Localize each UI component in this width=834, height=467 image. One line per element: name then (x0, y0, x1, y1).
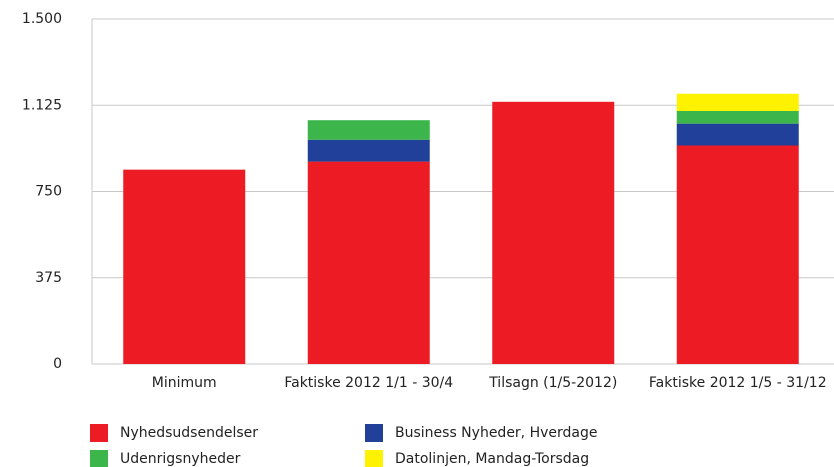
y-tick-label: 750 (35, 184, 62, 200)
y-tick-label: 1.125 (22, 97, 62, 113)
x-tick-label: Faktiske 2012 1/5 - 31/12 (649, 375, 827, 391)
y-tick-label: 1.500 (22, 11, 62, 27)
legend-swatch (90, 450, 108, 467)
bar-segment (307, 120, 430, 140)
x-tick-label: Minimum (152, 375, 217, 391)
bar-segment (676, 123, 799, 146)
y-tick-label: 0 (53, 356, 62, 372)
legend-swatch (365, 424, 383, 442)
x-tick-label: Faktiske 2012 1/1 - 30/4 (284, 375, 453, 391)
legend-label: Nyhedsudsendelser (120, 425, 258, 441)
bar-segment (307, 139, 430, 162)
legend-label: Business Nyheder, Hverdage (395, 425, 598, 441)
bar-segment (676, 111, 799, 124)
legend-label: Datolinjen, Mandag-Torsdag (395, 451, 589, 467)
bar-segment (676, 145, 799, 364)
legend-label: Udenrigsnyheder (120, 451, 241, 467)
bar-segment (123, 169, 246, 364)
bar-segment (676, 93, 799, 111)
legend-swatch (365, 450, 383, 467)
legend-swatch (90, 424, 108, 442)
y-tick-label: 375 (35, 270, 62, 286)
bar-segment (492, 101, 615, 365)
x-tick-label: Tilsagn (1/5-2012) (488, 375, 617, 391)
bar-segment (307, 161, 430, 364)
